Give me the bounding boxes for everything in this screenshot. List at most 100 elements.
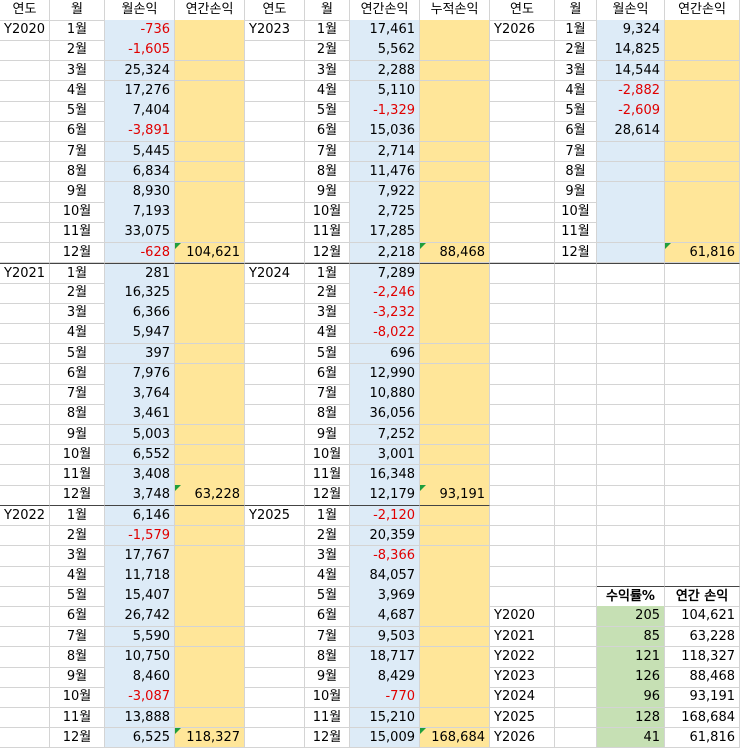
- value-cell: 14,544: [597, 60, 665, 82]
- cell: [0, 283, 50, 304]
- cell: [555, 444, 597, 466]
- total-cell: 168,684: [420, 727, 490, 748]
- value-cell: -2,120: [350, 505, 420, 527]
- cell: [490, 101, 555, 122]
- cell: [0, 626, 50, 648]
- year-label: Y2025: [245, 505, 305, 527]
- cell: [420, 626, 490, 648]
- cell: [175, 606, 245, 628]
- month-label: 9월: [555, 181, 597, 203]
- cell: [597, 545, 665, 567]
- cell: [420, 262, 490, 284]
- month-label: 9월: [50, 424, 105, 446]
- cell: [665, 464, 740, 486]
- cell: [245, 363, 305, 385]
- month-label: 3월: [305, 545, 350, 567]
- value-cell: 6,525: [105, 727, 175, 748]
- month-label: 4월: [555, 80, 597, 102]
- cell: [175, 464, 245, 486]
- month-label: 6월: [305, 363, 350, 385]
- value-cell: 696: [350, 343, 420, 365]
- month-label: 10월: [50, 202, 105, 223]
- cell: [175, 626, 245, 648]
- cell: [665, 181, 740, 203]
- header-cell: 월: [555, 0, 597, 21]
- cell: [555, 626, 597, 648]
- value-cell: 11,476: [350, 161, 420, 183]
- month-label: 3월: [305, 303, 350, 324]
- cell: [597, 262, 665, 284]
- value-cell: 15,009: [350, 727, 420, 748]
- return-rate: 126: [597, 667, 665, 688]
- cell: [245, 40, 305, 62]
- value-cell: 12,179: [350, 485, 420, 506]
- cell: [555, 545, 597, 567]
- cell: [175, 566, 245, 587]
- cell: [597, 222, 665, 244]
- cell: [597, 424, 665, 446]
- month-label: 2월: [50, 40, 105, 62]
- cell: [555, 646, 597, 668]
- cell: [175, 121, 245, 142]
- summary-total: 118,327: [665, 646, 740, 668]
- cell: [245, 384, 305, 405]
- value-cell: 17,276: [105, 80, 175, 102]
- header-cell: 월: [50, 0, 105, 21]
- cell: [490, 566, 555, 587]
- month-label: 5월: [305, 586, 350, 607]
- cell: [490, 121, 555, 142]
- cell: [0, 161, 50, 183]
- year-label: Y2024: [245, 262, 305, 284]
- summary-total: 63,228: [665, 626, 740, 648]
- month-label: 5월: [555, 101, 597, 122]
- value-cell: 6,146: [105, 505, 175, 527]
- cell: [490, 141, 555, 163]
- header-cell: 연도: [0, 0, 50, 21]
- return-rate: 205: [597, 606, 665, 628]
- cell: [665, 60, 740, 82]
- cell: [245, 424, 305, 446]
- cell: [420, 161, 490, 183]
- cell: [245, 444, 305, 466]
- value-cell: 5,003: [105, 424, 175, 446]
- cell: [0, 202, 50, 223]
- summary-year: Y2022: [490, 646, 555, 668]
- cell: [0, 80, 50, 102]
- value-cell: 14,825: [597, 40, 665, 62]
- return-rate: 41: [597, 727, 665, 748]
- cell: [245, 181, 305, 203]
- value-cell: -2,246: [350, 283, 420, 304]
- cell: [0, 404, 50, 426]
- month-label: 4월: [50, 80, 105, 102]
- value-cell: 17,285: [350, 222, 420, 244]
- value-cell: 281: [105, 262, 175, 284]
- month-label: 11월: [305, 222, 350, 244]
- month-label: 4월: [50, 323, 105, 345]
- cell: [245, 525, 305, 547]
- value-cell: 6,552: [105, 444, 175, 466]
- value-cell: -736: [105, 20, 175, 41]
- cell: [245, 606, 305, 628]
- summary-total: 104,621: [665, 606, 740, 628]
- cell: [665, 101, 740, 122]
- value-cell: 11,718: [105, 566, 175, 587]
- month-label: 5월: [50, 586, 105, 607]
- cell: [555, 727, 597, 748]
- cell: [665, 323, 740, 345]
- month-label: 12월: [305, 485, 350, 506]
- value-cell: 7,252: [350, 424, 420, 446]
- cell: [0, 525, 50, 547]
- cell: [420, 444, 490, 466]
- cell: [0, 121, 50, 142]
- cell: [420, 343, 490, 365]
- month-label: 12월: [305, 727, 350, 748]
- value-cell: 16,348: [350, 464, 420, 486]
- total-cell: 63,228: [175, 485, 245, 506]
- month-label: 7월: [50, 626, 105, 648]
- month-label: 10월: [305, 444, 350, 466]
- cell: [597, 404, 665, 426]
- value-cell: 15,036: [350, 121, 420, 142]
- value-cell: 4,687: [350, 606, 420, 628]
- value-cell: 15,407: [105, 586, 175, 607]
- cell: [0, 545, 50, 567]
